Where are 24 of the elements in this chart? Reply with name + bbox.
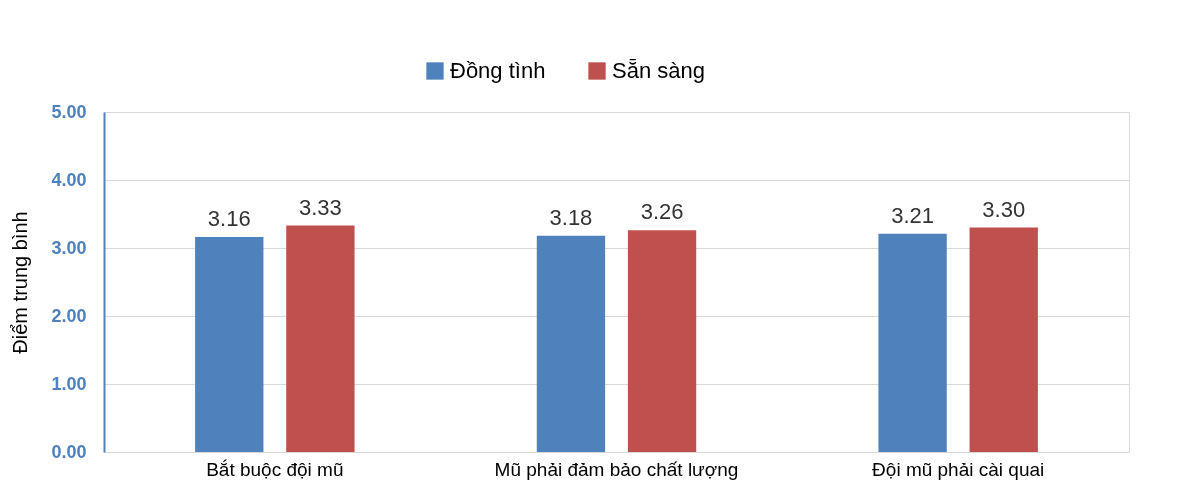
y-tick-label: 0.00	[51, 441, 87, 462]
data-label: 3.30	[982, 196, 1026, 222]
y-tick-label: 5.00	[51, 101, 87, 122]
x-tick-label: Đội mũ phải cài quai	[872, 458, 1045, 480]
data-label: 3.18	[549, 204, 593, 230]
y-tick-label: 1.00	[51, 373, 87, 394]
y-tick-label: 4.00	[51, 169, 87, 190]
x-tick-label: Bắt buộc đội mũ	[206, 458, 344, 480]
bar	[627, 230, 697, 452]
bar	[878, 233, 947, 452]
bar	[286, 225, 355, 452]
data-label: 3.21	[891, 202, 935, 228]
legend-label: Đồng tình	[450, 58, 546, 83]
y-tick-label: 2.00	[51, 305, 87, 326]
data-label: 3.33	[298, 194, 342, 220]
bar	[195, 237, 264, 452]
bar	[536, 235, 606, 452]
data-label: 3.16	[207, 206, 251, 232]
legend-label: Sẵn sàng	[612, 58, 705, 83]
x-tick-label: Mũ phải đảm bảo chất lượng	[494, 458, 739, 480]
bar	[969, 227, 1038, 452]
y-tick-label: 3.00	[51, 237, 87, 258]
y-axis-title: Điểm trung bình	[9, 211, 32, 354]
data-label: 3.26	[640, 199, 684, 225]
